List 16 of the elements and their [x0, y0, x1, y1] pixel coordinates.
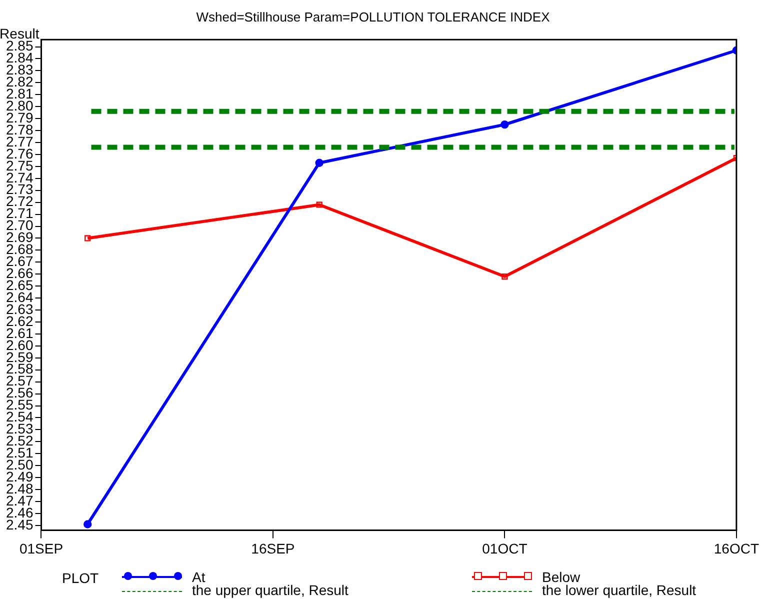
point: [500, 120, 509, 129]
point: [315, 158, 324, 167]
x-tick-label: 16SEP: [251, 540, 295, 556]
point: [502, 273, 508, 280]
legend-label: the lower quartile, Result: [542, 582, 696, 598]
legend-label: At: [192, 569, 206, 585]
x-tick-label: 01OCT: [482, 540, 528, 556]
point: [84, 235, 91, 242]
legend-label: the upper quartile, Result: [192, 582, 348, 598]
point: [83, 520, 92, 528]
point: [316, 202, 322, 208]
legend-title: PLOT: [62, 570, 99, 586]
x-tick-label: 16OCT: [714, 540, 760, 556]
x-tick-label: 01SEP: [19, 540, 64, 556]
chart-title: Wshed=Stillhouse Param=POLLUTION TOLERANCE INDEX: [196, 9, 550, 24]
legend-label: Below: [542, 569, 580, 585]
